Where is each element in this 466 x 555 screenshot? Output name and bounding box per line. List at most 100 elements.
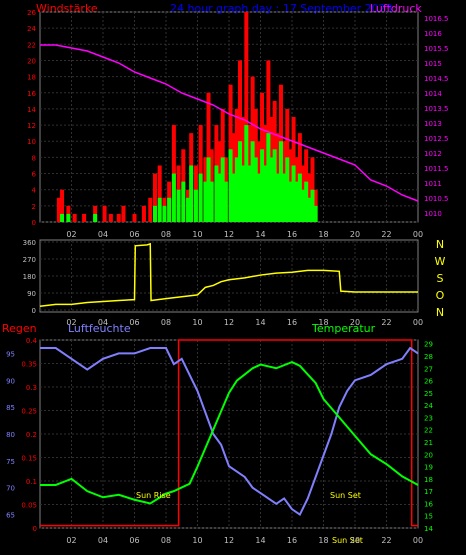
pressure-tick-label: 1016.5 <box>424 15 449 23</box>
direction-tick-label: 270 <box>23 256 36 264</box>
wind-bar <box>214 165 219 222</box>
wind-tick-label: 6 <box>32 171 37 179</box>
x-tick-label: 14 <box>255 230 265 239</box>
wind-bar <box>260 149 265 222</box>
x-tick-label: 04 <box>98 230 108 239</box>
wind-bar <box>278 141 283 222</box>
humidity-tick-label: 80 <box>6 431 15 439</box>
wind-tick-label: 20 <box>27 57 36 65</box>
wind-chart-title: 24 hour graph day : 17 September 2023 <box>170 2 393 15</box>
x-tick-label: 02 <box>66 318 76 327</box>
gust-bar <box>132 213 137 222</box>
wind-bar <box>291 165 296 222</box>
x-tick-label: 10 <box>192 230 202 239</box>
humidity-tick-label: 95 <box>6 350 15 358</box>
x-tick-label: 14 <box>255 536 265 545</box>
x-tick-label: 12 <box>224 536 234 545</box>
x-tick-label: 12 <box>224 318 234 327</box>
temperature-tick-label: 17 <box>424 488 433 496</box>
x-tick-label: 04 <box>98 536 108 545</box>
x-tick-label: 08 <box>161 536 171 545</box>
temperature-tick-label: 28 <box>424 353 433 361</box>
direction-tick-label: 90 <box>27 290 36 298</box>
wind-bar <box>297 173 302 222</box>
wind-bar <box>253 157 258 222</box>
wind-bar <box>304 181 309 222</box>
gust-bar <box>198 125 203 222</box>
temperature-tick-label: 24 <box>424 402 433 410</box>
direction-tick-label: 360 <box>23 239 36 247</box>
x-tick-label: 08 <box>161 318 171 327</box>
wind-tick-label: 8 <box>32 154 36 162</box>
x-tick-label: 16 <box>287 318 297 327</box>
wind-pressure-chart: Windstärke 24 hour graph day : 17 Septem… <box>27 2 448 239</box>
wind-tick-label: 10 <box>27 138 36 146</box>
pressure-tick-label: 1010 <box>424 210 442 218</box>
gust-bar <box>157 165 162 222</box>
rain-tick-label: 0.2 <box>26 431 37 439</box>
temperature-tick-label: 15 <box>424 513 433 521</box>
pressure-tick-label: 1015.5 <box>424 45 449 53</box>
wind-bar <box>256 173 261 222</box>
x-tick-label: 22 <box>381 318 391 327</box>
wind-bar <box>241 165 246 222</box>
x-tick-label: 20 <box>350 230 360 239</box>
sun-set-label: Sun Set <box>330 491 361 500</box>
pressure-tick-label: 1013 <box>424 120 442 128</box>
wind-bar <box>247 165 252 222</box>
rain-humidity-temp-chart: Regen Luftfeuchte Temperatur Sun Rise Su… <box>2 322 433 545</box>
pressure-tick-label: 1016 <box>424 30 442 38</box>
wind-tick-label: 12 <box>27 122 36 130</box>
wind-bar <box>272 149 277 222</box>
rain-tick-label: 0.4 <box>26 337 38 345</box>
temperature-tick-label: 23 <box>424 414 433 422</box>
x-tick-label: 00 <box>413 318 423 327</box>
gust-bar <box>148 197 153 222</box>
sun-rise-label: Sun Rise <box>136 491 171 500</box>
wind-bar <box>203 181 208 222</box>
pressure-axis-label: Luftdruck <box>370 2 422 15</box>
wind-bar <box>193 189 198 222</box>
direction-tick-label: 180 <box>23 273 36 281</box>
wind-bar <box>220 157 225 222</box>
x-tick-label: 06 <box>129 230 139 239</box>
temperature-line <box>40 361 419 505</box>
direction-tick-label: 0 <box>32 307 36 315</box>
pressure-line <box>40 44 419 202</box>
wind-bar <box>285 157 290 222</box>
wind-bar <box>223 181 228 222</box>
wind-tick-label: 4 <box>32 187 37 195</box>
pressure-tick-label: 1011 <box>424 180 442 188</box>
x-tick-label: 12 <box>224 230 234 239</box>
humidity-tick-label: 65 <box>6 512 15 520</box>
x-tick-label: 22 <box>381 536 391 545</box>
wind-bar <box>60 213 65 222</box>
rain-tick-label: 0.15 <box>21 455 37 463</box>
wind-bar <box>231 173 236 222</box>
humidity-tick-label: 90 <box>6 377 15 385</box>
wind-bar <box>301 189 306 222</box>
sun-set-axis-label: Sun Set <box>332 536 363 545</box>
gust-bar <box>82 213 87 222</box>
temperature-tick-label: 25 <box>424 390 433 398</box>
wind-bar <box>310 189 315 222</box>
x-tick-label: 10 <box>192 318 202 327</box>
rain-legend: Regen <box>2 322 37 335</box>
temperature-tick-label: 16 <box>424 500 433 508</box>
x-tick-label: 10 <box>192 536 202 545</box>
temperature-legend: Temperatur <box>311 322 376 335</box>
gust-bar <box>121 205 126 222</box>
x-tick-label: 16 <box>287 230 297 239</box>
pressure-tick-label: 1011.5 <box>424 165 449 173</box>
wind-tick-label: 22 <box>27 41 36 49</box>
gust-bar <box>244 12 249 222</box>
wind-bar <box>209 181 214 222</box>
wind-tick-label: 26 <box>27 9 36 17</box>
wind-bar <box>167 197 172 222</box>
wind-bar <box>157 197 162 222</box>
gust-bar <box>72 213 77 222</box>
wind-bar <box>189 165 194 222</box>
wind-bar <box>269 157 274 222</box>
wind-tick-label: 0 <box>32 219 36 227</box>
wind-bar <box>313 205 318 222</box>
